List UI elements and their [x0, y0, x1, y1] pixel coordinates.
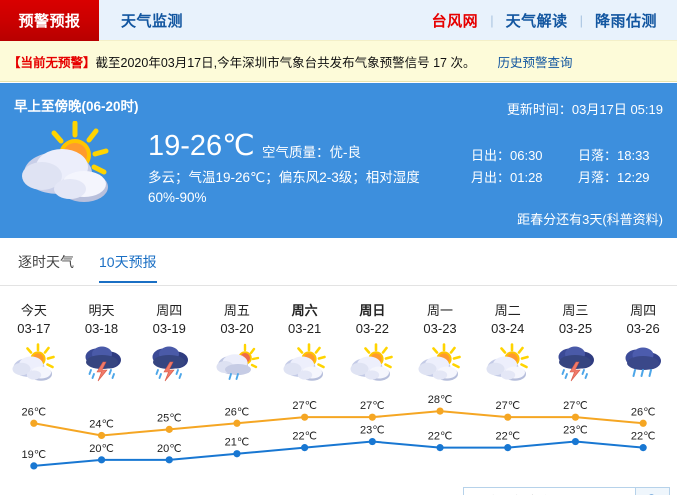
- moonset-label: 月落：12:29: [578, 170, 650, 185]
- day-name-label: 周四: [630, 303, 657, 318]
- forecast-day-column[interactable]: 周三 03-25: [542, 287, 610, 495]
- current-temperature-range: 19-26℃: [148, 130, 255, 162]
- forecast-period-label: 早上至傍晚(06-20时): [14, 99, 139, 114]
- nav-right-group: 台风网 | 天气解读 | 降雨估测: [420, 0, 669, 41]
- sun-behind-cloud-icon: [486, 343, 529, 381]
- day-date-label: 03-23: [423, 321, 457, 336]
- sunset-label: 日落：18:33: [578, 148, 650, 163]
- day-date-label: 03-20: [220, 321, 254, 336]
- forecast-tabs-row: 逐时天气 10天预报: [0, 238, 677, 495]
- sun-behind-cloud-icon: [350, 343, 394, 381]
- moon-times-row: 月出：01:28 月落：12:29: [471, 167, 663, 186]
- day-date-label: 03-18: [84, 321, 119, 336]
- day-name-label: 周一: [427, 303, 454, 318]
- weather-description: 多云；气温19-26℃；偏东风2-3级；相对湿度60%-90%: [148, 170, 420, 205]
- forecast-day-column[interactable]: 周四 03-19: [135, 287, 203, 495]
- nav-tab-weather-monitor[interactable]: 天气监测: [121, 13, 184, 30]
- thunderstorm-icon: [152, 346, 189, 382]
- alert-banner: 【当前无预警】 截至2020年03月17日,今年深圳市气象台共发布气象预警信号 …: [0, 41, 677, 82]
- nav-link-weather-interpretation[interactable]: 天气解读: [505, 13, 568, 30]
- forecast-day-column[interactable]: 周六 03-21: [271, 287, 339, 495]
- day-name-label: 明天: [88, 303, 115, 318]
- day-date-label: 03-25: [558, 321, 593, 336]
- day-date-label: 03-26: [626, 321, 660, 336]
- day-date-label: 03-22: [355, 321, 389, 336]
- sun-behind-cloud-icon: [22, 121, 109, 202]
- search-input[interactable]: [463, 487, 635, 495]
- thunderstorm-icon: [558, 346, 595, 382]
- sunrise-label: 日出：06:30: [471, 148, 543, 163]
- forecast-day-column[interactable]: 周日 03-22: [339, 287, 407, 495]
- nav-link-typhoon[interactable]: 台风网: [431, 13, 479, 30]
- nav-separator-1: |: [490, 13, 494, 28]
- day-name-label: 周六: [291, 303, 318, 318]
- day-name-label: 今天: [20, 303, 47, 318]
- day-date-label: 03-17: [17, 321, 51, 336]
- forecast-day-column[interactable]: 明天 03-18: [68, 287, 136, 495]
- day-name-label: 周日: [359, 303, 386, 318]
- forecast-day-column[interactable]: 周五 03-20: [203, 287, 271, 495]
- day-date-label: 03-24: [491, 321, 525, 336]
- ten-day-forecast-grid: 今天 03-17 明天 03-18: [0, 287, 677, 495]
- alert-status-badge: 【当前无预警】: [8, 55, 96, 70]
- sun-times-row: 日出：06:30 日落：18:33: [471, 145, 663, 164]
- air-quality-info: 空气质量：优-良: [262, 141, 361, 161]
- sun-cloud-rain-icon: [216, 343, 260, 380]
- top-navigation: 预警预报 天气监测 台风网 | 天气解读 | 降雨估测: [0, 0, 677, 41]
- sun-behind-cloud-icon: [12, 343, 55, 381]
- alert-message: 截至2020年03月17日,今年深圳市气象台共发布气象预警信号 17 次。: [95, 55, 476, 70]
- air-quality-label: 空气质量：: [262, 145, 330, 160]
- day-name-label: 周二: [494, 303, 521, 318]
- tab-hourly-weather[interactable]: 逐时天气: [18, 254, 74, 270]
- forecast-day-column[interactable]: 周四 03-26: [609, 287, 677, 495]
- forecast-day-column[interactable]: 今天 03-17: [0, 287, 68, 495]
- nav-separator-2: |: [579, 13, 583, 28]
- sun-behind-cloud-icon: [283, 343, 326, 381]
- nav-link-rain-estimate[interactable]: 降雨估测: [594, 13, 657, 30]
- update-time-label: 更新时间：03月17日 05:19: [506, 102, 663, 117]
- tab-ten-day-forecast[interactable]: 10天预报: [99, 252, 157, 283]
- season-countdown-note[interactable]: 距春分还有3天(科普资料): [517, 212, 663, 227]
- day-date-label: 03-21: [288, 321, 322, 336]
- day-name-label: 周三: [562, 303, 589, 318]
- current-weather-panel: 早上至傍晚(06-20时) 19-26℃: [0, 83, 677, 238]
- forecast-day-column[interactable]: 周一 03-23: [406, 287, 474, 495]
- alert-history-link[interactable]: 历史预警查询: [497, 55, 573, 70]
- nav-left-group: 预警预报 天气监测: [0, 0, 205, 41]
- nav-tab-warning-forecast[interactable]: 预警预报: [0, 0, 99, 41]
- sun-behind-cloud-icon: [418, 343, 461, 381]
- air-quality-value: 优-良: [329, 145, 362, 160]
- day-name-label: 周五: [223, 303, 250, 318]
- rain-cloud-icon: [625, 347, 662, 377]
- forecast-day-column[interactable]: 周二 03-24: [474, 287, 542, 495]
- day-date-label: 03-19: [152, 321, 186, 336]
- thunderstorm-icon: [85, 346, 121, 382]
- moonrise-label: 月出：01:28: [471, 170, 543, 185]
- day-name-label: 周四: [156, 303, 183, 318]
